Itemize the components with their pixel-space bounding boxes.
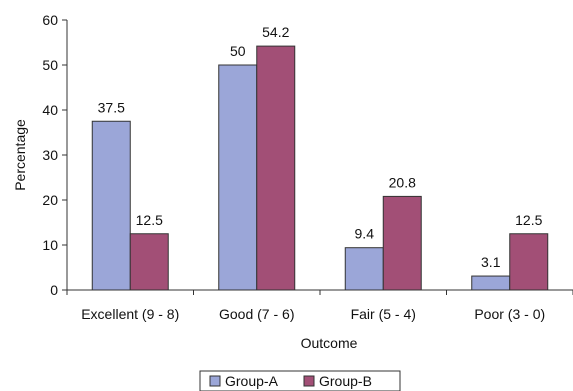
y-tick-label: 20 xyxy=(42,192,58,208)
bar-group-b-3 xyxy=(509,233,549,291)
y-axis-title: Percentage xyxy=(12,119,28,191)
bars xyxy=(91,45,549,291)
legend-swatch-group-a xyxy=(209,375,221,387)
legend: Group-A Group-B xyxy=(199,370,401,391)
legend-swatch-group-b xyxy=(303,375,315,387)
legend-label-group-b: Group-B xyxy=(319,373,372,389)
legend-box xyxy=(199,370,401,391)
y-tick-label: 10 xyxy=(42,237,58,253)
x-tick-label: Excellent (9 - 8) xyxy=(81,306,179,322)
y-tick-label: 40 xyxy=(42,102,58,118)
bar-group-b-0 xyxy=(129,233,169,291)
data-label: 20.8 xyxy=(389,174,416,190)
y-tick-label: 60 xyxy=(42,12,58,28)
bar-group-b-1 xyxy=(256,45,296,291)
x-axis-title: Outcome xyxy=(301,335,358,351)
data-label: 54.2 xyxy=(262,24,289,40)
data-label: 12.5 xyxy=(136,212,163,228)
data-label: 12.5 xyxy=(515,212,542,228)
y-tick-label: 0 xyxy=(50,282,58,298)
x-tick-label: Poor (3 - 0) xyxy=(474,306,545,322)
x-tick-label: Good (7 - 6) xyxy=(219,306,294,322)
y-tick-label: 50 xyxy=(42,57,58,73)
bar-group-a-2 xyxy=(344,247,384,291)
axes: 0 10 20 30 40 50 60 Excellent (9 - 8) Good (7 - … xyxy=(42,12,573,322)
bar-group-a-0 xyxy=(91,120,131,291)
data-label: 9.4 xyxy=(355,226,375,242)
bar-group-a-1 xyxy=(218,64,258,291)
y-tick-label: 30 xyxy=(42,147,58,163)
bar-group-a-3 xyxy=(471,275,511,291)
data-label: 50 xyxy=(230,43,246,59)
bar-group-b-2 xyxy=(382,195,422,291)
legend-label-group-a: Group-A xyxy=(225,373,279,389)
data-labels: 37.5 50 9.4 3.1 12.5 54.2 20.8 12.5 xyxy=(98,24,543,270)
data-label: 37.5 xyxy=(98,99,125,115)
data-label: 3.1 xyxy=(481,254,501,270)
x-tick-label: Fair (5 - 4) xyxy=(351,306,416,322)
